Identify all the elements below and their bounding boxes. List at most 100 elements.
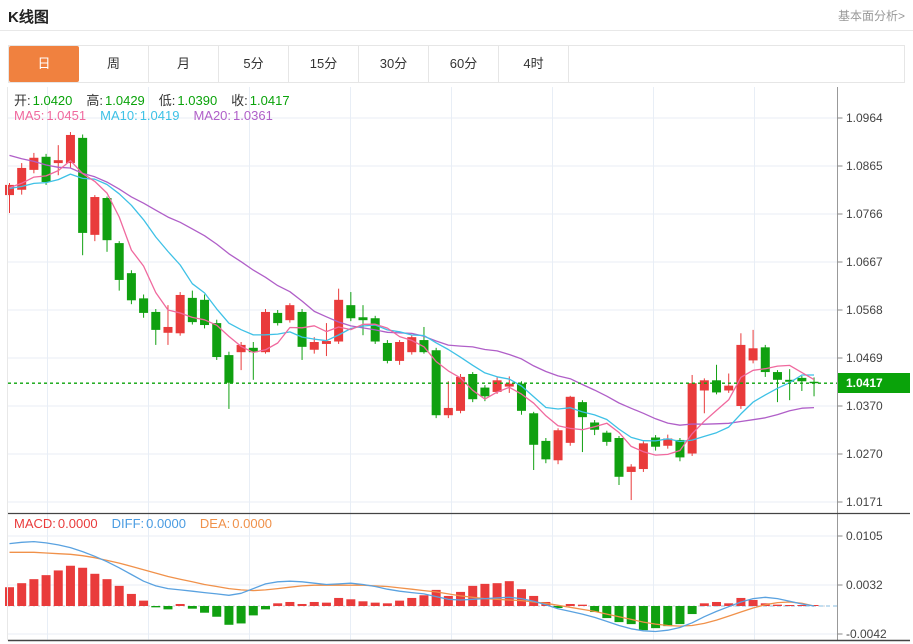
candle-body bbox=[200, 299, 210, 326]
candle-body bbox=[175, 294, 185, 334]
readout-label: MA20: bbox=[193, 108, 232, 123]
candle-body bbox=[17, 167, 27, 190]
macd-bar bbox=[90, 573, 100, 606]
macd-bar bbox=[212, 606, 222, 617]
candle-body bbox=[346, 305, 356, 319]
fundamental-analysis-link[interactable]: 基本面分析> bbox=[837, 9, 905, 23]
macd-bar bbox=[102, 579, 112, 606]
candle-body bbox=[687, 383, 697, 454]
price-axis-label: 1.0865 bbox=[846, 159, 883, 173]
macd-bar bbox=[456, 591, 466, 606]
macd-bar bbox=[53, 570, 63, 606]
macd-bar bbox=[346, 599, 356, 606]
macd-bar bbox=[785, 605, 795, 606]
macd-bar bbox=[687, 606, 697, 615]
macd-bar bbox=[602, 606, 612, 619]
macd-bar bbox=[187, 606, 197, 609]
candle-body bbox=[565, 396, 575, 443]
macd-bar bbox=[431, 589, 441, 606]
macd-axis-label: -0.0042 bbox=[846, 627, 887, 641]
readout-label: MACD: bbox=[14, 516, 56, 531]
macd-bar bbox=[126, 593, 136, 606]
macd-row-item: MACD: 0.0000 bbox=[14, 516, 98, 531]
macd-bar bbox=[200, 606, 210, 613]
candle-body bbox=[724, 385, 734, 391]
macd-bar bbox=[407, 597, 417, 606]
macd-bar bbox=[675, 606, 685, 625]
macd-bar bbox=[29, 579, 39, 606]
candle-body bbox=[456, 376, 466, 411]
candle-body bbox=[187, 297, 197, 323]
readout-label: MA5: bbox=[14, 108, 45, 123]
readout-value: 0.0000 bbox=[232, 516, 273, 531]
macd-bar bbox=[139, 600, 149, 606]
tab-month[interactable]: 月 bbox=[149, 46, 219, 82]
candle-body bbox=[334, 299, 344, 342]
kline-chart-area[interactable]: 开: 1.0420 高: 1.0429 低: 1.0390 收: 1.0417 MA5: 1.0… bbox=[0, 84, 913, 644]
macd-bar bbox=[577, 604, 587, 606]
tab-5min[interactable]: 5分 bbox=[219, 46, 289, 82]
macd-bar bbox=[370, 602, 380, 606]
candle-body bbox=[541, 440, 551, 460]
ma-row-item: MA20: 1.0361 bbox=[193, 108, 272, 123]
macd-bar bbox=[443, 595, 453, 606]
macd-bar bbox=[419, 595, 429, 606]
macd-bar bbox=[395, 600, 405, 606]
macd-bar bbox=[626, 606, 636, 625]
macd-bar bbox=[590, 606, 600, 613]
macd-bar bbox=[772, 604, 782, 606]
candle-body bbox=[809, 381, 819, 384]
candle-body bbox=[748, 348, 758, 361]
ma-readout: MA5: 1.0451 MA10: 1.0419 MA20: 1.0361 bbox=[14, 108, 287, 123]
macd-bar bbox=[285, 601, 295, 606]
tab-60min[interactable]: 60分 bbox=[429, 46, 499, 82]
candle-body bbox=[90, 197, 100, 235]
tab-15min[interactable]: 15分 bbox=[289, 46, 359, 82]
macd-bar bbox=[151, 606, 161, 608]
price-axis-label: 1.0964 bbox=[846, 111, 883, 125]
price-axis-label: 1.0469 bbox=[846, 351, 883, 365]
ohlc-row-item: 收: 1.0417 bbox=[231, 90, 289, 109]
macd-bar bbox=[382, 603, 392, 606]
candle-body bbox=[504, 383, 514, 387]
candle-body bbox=[102, 198, 112, 241]
candle-body bbox=[212, 323, 222, 358]
tab-4hour[interactable]: 4时 bbox=[499, 46, 569, 82]
ma10-line bbox=[9, 173, 814, 443]
dea-line bbox=[9, 551, 815, 627]
readout-label: MA10: bbox=[100, 108, 138, 123]
macd-bar bbox=[712, 601, 722, 606]
diff-line bbox=[9, 540, 815, 633]
macd-bar bbox=[175, 603, 185, 606]
readout-label: 低: bbox=[158, 93, 176, 108]
macd-bar bbox=[334, 597, 344, 606]
macd-bar bbox=[553, 606, 563, 609]
candle-body bbox=[29, 157, 39, 170]
macd-bar bbox=[224, 606, 234, 625]
macd-bar bbox=[358, 601, 368, 606]
macd-bar bbox=[78, 567, 88, 606]
candle-body bbox=[443, 407, 453, 416]
ohlc-row-item: 开: 1.0420 bbox=[14, 90, 72, 109]
tab-30min[interactable]: 30分 bbox=[359, 46, 429, 82]
tab-week[interactable]: 周 bbox=[79, 46, 149, 82]
macd-bar bbox=[309, 601, 319, 606]
macd-row-item: DIFF: 0.0000 bbox=[112, 516, 186, 531]
ma-row-item: MA10: 1.0419 bbox=[100, 108, 179, 123]
readout-label: 收: bbox=[231, 93, 248, 108]
macd-bar bbox=[565, 603, 575, 606]
macd-bar bbox=[114, 585, 124, 606]
readout-value: 0.0000 bbox=[146, 516, 186, 531]
readout-value: 1.0417 bbox=[249, 93, 290, 108]
macd-bar bbox=[724, 603, 734, 606]
tab-day[interactable]: 日 bbox=[9, 46, 79, 82]
macd-bar bbox=[248, 606, 258, 616]
candle-body bbox=[114, 243, 124, 280]
kline-chart-canvas[interactable] bbox=[0, 84, 913, 644]
macd-bar bbox=[41, 575, 51, 606]
readout-label: 高: bbox=[86, 93, 104, 108]
price-axis-label: 1.0171 bbox=[846, 495, 883, 509]
candle-body bbox=[602, 432, 612, 442]
page-title: K线图 bbox=[8, 9, 49, 26]
